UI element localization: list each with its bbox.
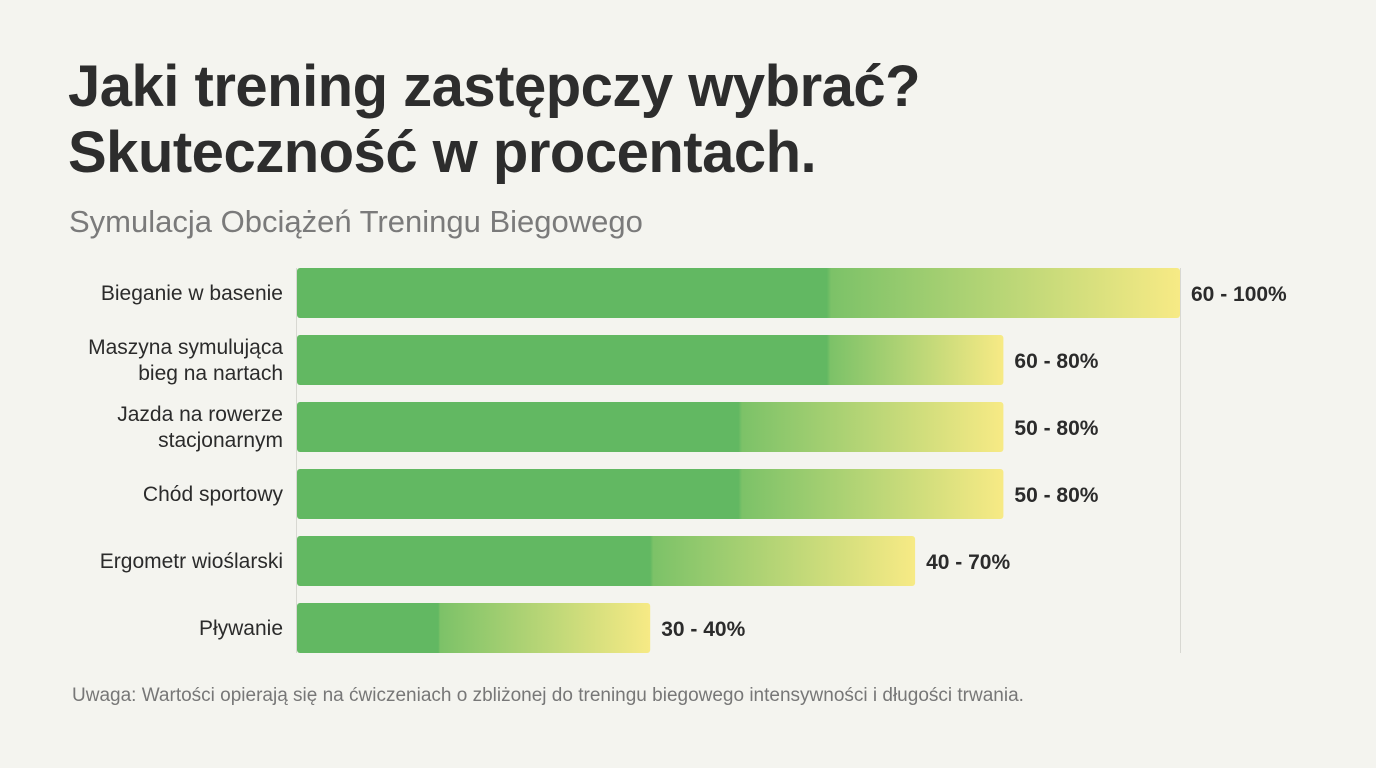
- value-label-2: 50 - 80%: [1014, 417, 1098, 440]
- bar-5: [297, 603, 651, 653]
- chart-footnote: Uwaga: Wartości opierają się na ćwiczeni…: [72, 685, 1024, 706]
- category-label-0: Bieganie w basenie: [101, 282, 283, 305]
- bar-0: [297, 268, 1180, 318]
- value-label-5: 30 - 40%: [661, 618, 745, 641]
- category-label-1-1: bieg na nartach: [138, 362, 283, 385]
- bar-1: [297, 335, 1004, 385]
- chart-subtitle: Symulacja Obciążeń Treningu Biegowego: [69, 204, 643, 239]
- bar-4: [297, 536, 916, 586]
- value-label-3: 50 - 80%: [1014, 484, 1098, 507]
- value-label-0: 60 - 100%: [1191, 283, 1287, 306]
- value-label-1: 60 - 80%: [1014, 350, 1098, 373]
- chart-title-line-2: Skuteczność w procentach.: [68, 120, 817, 185]
- value-label-4: 40 - 70%: [926, 551, 1010, 574]
- category-label-2-0: Jazda na rowerze: [117, 403, 283, 426]
- chart-title-line-1: Jaki trening zastępczy wybrać?: [68, 54, 921, 119]
- category-label-3: Chód sportowy: [143, 483, 284, 506]
- category-label-1-0: Maszyna symulująca: [88, 336, 283, 359]
- category-label-5: Pływanie: [199, 617, 283, 640]
- category-label-4: Ergometr wioślarski: [100, 550, 283, 573]
- bar-2: [297, 402, 1004, 452]
- chart-title: Jaki trening zastępczy wybrać? Skuteczno…: [68, 54, 921, 186]
- bar-3: [297, 469, 1004, 519]
- category-label-2-1: stacjonarnym: [158, 429, 283, 452]
